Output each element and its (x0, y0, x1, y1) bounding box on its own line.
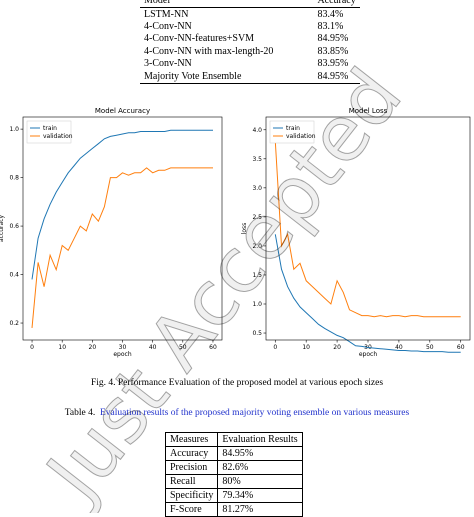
legend-label: train (286, 125, 300, 132)
table-cell: Accuracy (164, 446, 219, 461)
table-row: Majority Vote Ensemble 84.95% (140, 70, 360, 84)
x-tick-label: 30 (119, 344, 127, 351)
table-row: 3-Conv-NN 83.95% (140, 58, 360, 70)
table-cell: Specificity (164, 488, 219, 503)
table-row: Specificity 79.34% (164, 488, 303, 503)
plot-frame (265, 116, 471, 341)
table-row: Model Accuracy (140, 0, 360, 9)
table-cell: 81.27% (217, 502, 303, 517)
y-tick-label: 1.0 (252, 301, 262, 308)
table-cell: Model (140, 0, 278, 9)
table-cell: Majority Vote Ensemble (140, 70, 278, 84)
table-caption: Table 4. Evaluation results of the propo… (0, 408, 474, 418)
table-cell: 3-Conv-NN (144, 58, 192, 70)
y-tick-label: 2.0 (252, 243, 262, 250)
table-cell: 4-Conv-NN with max-length-20 (144, 45, 274, 57)
table-cell: 79.34% (217, 488, 303, 503)
y-tick-label: 0.8 (9, 175, 19, 182)
figure: Model Accuracy 0 10 20 30 40 50 60 0.2 0.4 0.6 0.8 1… (0, 107, 471, 358)
x-tick-label: 60 (209, 344, 217, 351)
table-cell: Accuracy (277, 0, 360, 9)
table-cell: 82.6% (217, 460, 303, 475)
series-line (31, 167, 213, 328)
y-tick-label: 0.4 (9, 272, 19, 279)
x-tick-label: 0 (30, 344, 34, 351)
y-tick-label: 1.5 (252, 272, 262, 279)
x-tick-label: 40 (395, 344, 403, 351)
plot-frame (22, 116, 223, 341)
table-row: F-Score 81.27% (164, 502, 303, 517)
x-tick-label: 0 (273, 344, 277, 351)
table-title: Evaluation results of the proposed major… (100, 408, 410, 418)
y-axis-label: loss (241, 223, 248, 235)
x-tick-label: 50 (179, 344, 187, 351)
table-cell: 83.1% (317, 20, 344, 32)
table-cell: 4-Conv-NN-features+SVM (144, 33, 255, 45)
y-tick-label: 0.6 (9, 223, 19, 230)
x-tick-label: 50 (426, 344, 434, 351)
x-tick-label: 10 (58, 344, 66, 351)
legend-label: validation (286, 133, 316, 140)
table-cell: 4-Conv-NN (144, 20, 192, 32)
y-tick-label: 3.0 (252, 185, 262, 192)
y-tick-label: 4.0 (252, 127, 262, 134)
legend-label: train (43, 125, 57, 132)
table-cell: LSTM-NN (144, 8, 189, 20)
legend-box (269, 120, 315, 144)
table-row: Accuracy 84.95% (164, 446, 303, 461)
table-cell: 83.95% (317, 58, 349, 70)
y-tick-label: 0.5 (252, 330, 262, 337)
table-cell: 84.95% (217, 446, 303, 461)
legend-box (26, 120, 72, 144)
chart-title: Model Loss (349, 107, 388, 115)
x-axis-label: epoch (359, 351, 377, 358)
x-tick-label: 20 (89, 344, 97, 351)
table-cell: Measures (164, 432, 219, 447)
y-tick-label: 1.0 (9, 126, 19, 133)
x-tick-label: 60 (457, 344, 465, 351)
table-row: LSTM-NN 83.4% (140, 8, 360, 21)
table-row: Precision 82.6% (164, 460, 303, 475)
table-cell: Evaluation Results (217, 432, 303, 447)
table-row: 4-Conv-NN with max-length-20 83.85% (140, 46, 360, 58)
table-cell: 84.95% (277, 70, 360, 84)
x-tick-label: 20 (333, 344, 341, 351)
series-line (31, 129, 213, 280)
table-cell: Recall (164, 474, 219, 489)
table-cell: 83.4% (317, 8, 344, 20)
series-line (274, 141, 461, 318)
y-axis-label: accuracy (0, 215, 5, 243)
table-cell: 80% (217, 474, 303, 489)
table-row: 4-Conv-NN 83.1% (140, 21, 360, 33)
table-row: 4-Conv-NN-features+SVM 84.95% (140, 33, 360, 45)
figure-caption: Fig. 4. Performance Evaluation of the pr… (90, 378, 384, 388)
y-tick-label: 2.5 (252, 214, 262, 221)
x-tick-label: 10 (302, 344, 310, 351)
y-tick-label: 0.2 (9, 320, 19, 327)
table-row: Measures Evaluation Results (164, 432, 303, 447)
y-tick-label: 3.5 (252, 156, 262, 163)
table-row: Recall 80% (164, 474, 303, 489)
series-line (274, 234, 461, 353)
model-table: Model Accuracy LSTM-NN 83.4% 4-Conv-NN 83.1% 4… (140, 0, 360, 84)
table-cell: 84.95% (317, 33, 349, 45)
chart-title: Model Accuracy (95, 107, 150, 115)
table-cell: 83.85% (317, 45, 349, 57)
x-tick-label: 40 (149, 344, 157, 351)
measures-table: Measures Evaluation Results Accuracy 84.95%… (164, 432, 303, 517)
table-label: Table 4. (64, 408, 96, 418)
table-cell: F-Score (164, 502, 219, 517)
table-cell: Precision (164, 460, 219, 475)
legend-label: validation (43, 133, 73, 140)
x-axis-label: epoch (113, 351, 131, 358)
